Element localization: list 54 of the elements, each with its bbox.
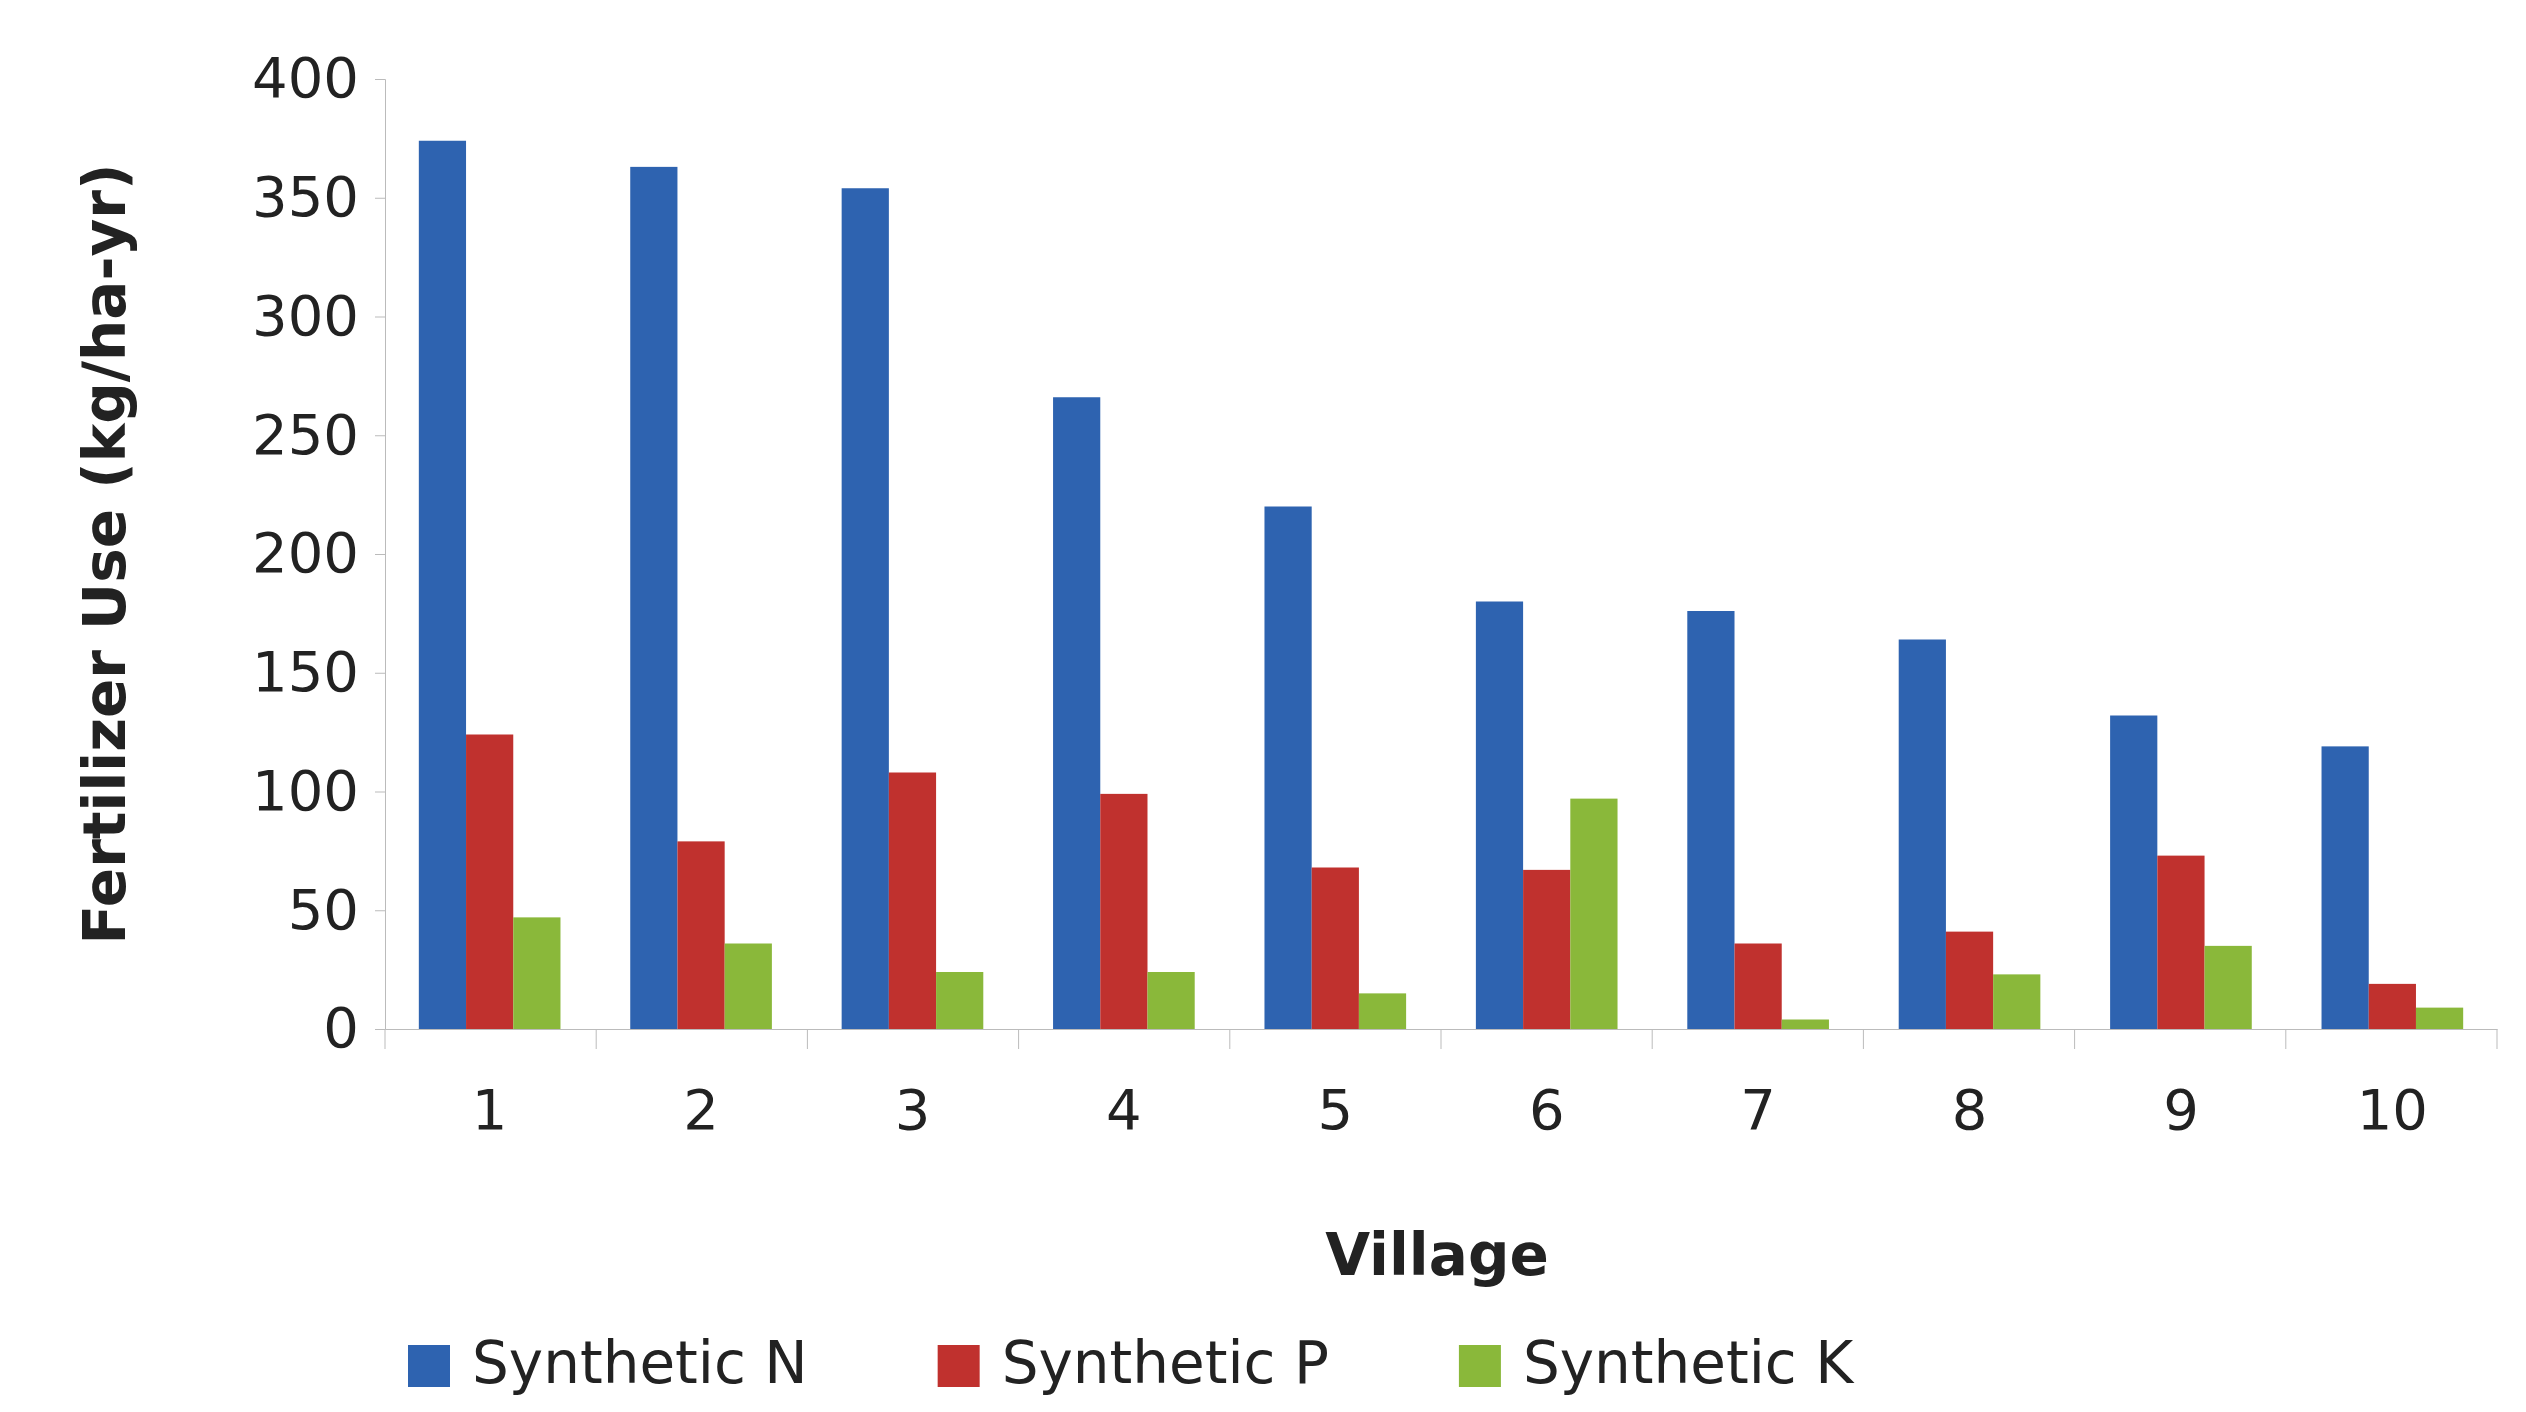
bar <box>1687 611 1735 1029</box>
legend-label: Synthetic P <box>1001 1329 1329 1397</box>
legend-label: Synthetic N <box>472 1329 808 1397</box>
y-tick-label: 150 <box>252 639 359 705</box>
bar <box>1311 867 1359 1029</box>
bar <box>2204 945 2252 1029</box>
bar <box>418 140 467 1029</box>
bar <box>2110 715 2158 1029</box>
bar <box>2157 855 2205 1029</box>
y-tick-label: 350 <box>252 164 359 230</box>
x-tick-label: 10 <box>2356 1076 2428 1142</box>
y-tick-label: 250 <box>252 401 359 467</box>
bar <box>1570 798 1618 1029</box>
x-axis-title: Village <box>1325 1221 1549 1289</box>
bar <box>1734 943 1782 1029</box>
bar <box>936 972 984 1029</box>
x-tick-label: 7 <box>1740 1076 1776 1142</box>
y-tick-label: 400 <box>252 45 359 111</box>
bar <box>1898 639 1946 1029</box>
x-tick-label: 2 <box>683 1076 719 1142</box>
bar <box>1475 601 1524 1029</box>
x-tick-label: 8 <box>1951 1076 1988 1142</box>
y-tick-label: 100 <box>252 757 359 823</box>
bar <box>630 166 678 1029</box>
bar <box>2415 1007 2464 1029</box>
y-tick-label: 200 <box>252 520 359 586</box>
x-tick-label: 9 <box>2163 1076 2199 1142</box>
bar <box>466 734 514 1029</box>
y-tick-label: 0 <box>323 995 359 1061</box>
x-tick-label: 4 <box>1106 1076 1142 1142</box>
x-tick-label: 6 <box>1528 1076 1565 1142</box>
bar <box>1781 1019 1829 1029</box>
x-tick-label: 1 <box>471 1076 508 1142</box>
y-axis-title: Fertilizer Use (kg/ha-yr) <box>71 163 139 945</box>
x-tick-label: 5 <box>1317 1076 1354 1142</box>
bar <box>677 841 725 1029</box>
bar <box>1100 793 1148 1029</box>
bar <box>2321 746 2369 1029</box>
bar <box>2368 983 2416 1029</box>
legend-label: Synthetic K <box>1522 1329 1856 1397</box>
bar <box>1147 972 1195 1029</box>
bar <box>1993 974 2041 1029</box>
x-tick-label: 3 <box>894 1076 931 1142</box>
bar <box>1358 993 1407 1029</box>
bar <box>513 917 561 1029</box>
y-tick-label: 300 <box>252 282 359 348</box>
bar <box>724 943 772 1029</box>
bar <box>1523 869 1571 1029</box>
y-tick-label: 50 <box>287 876 359 942</box>
bar <box>1053 397 1101 1029</box>
bar <box>841 188 889 1029</box>
bar <box>888 772 937 1029</box>
bar <box>1264 506 1312 1029</box>
bar <box>1945 931 1994 1029</box>
